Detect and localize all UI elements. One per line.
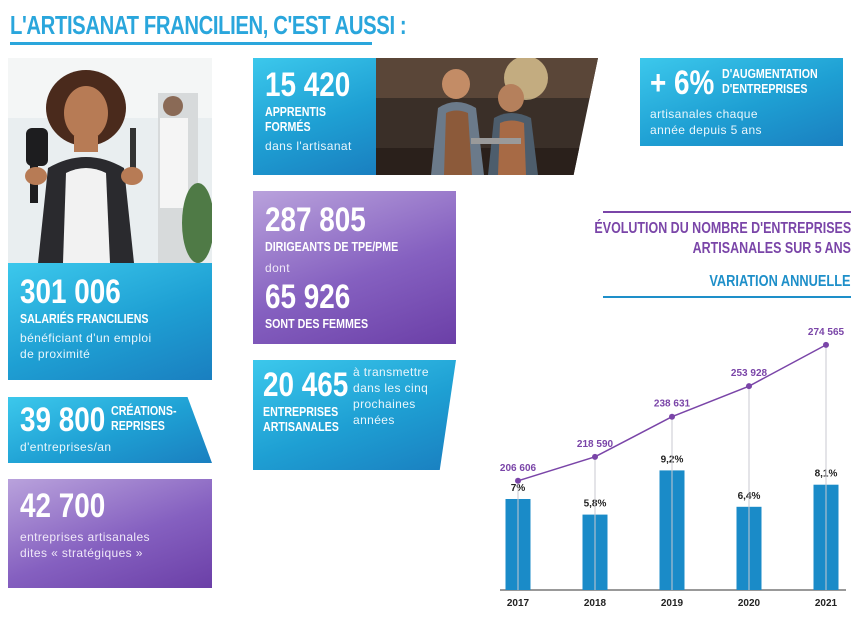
line-label: 238 631 xyxy=(654,399,691,410)
line-point xyxy=(823,341,829,348)
creations-card: 39 800 CRÉATIONS- REPRISES d'entreprises… xyxy=(8,397,212,463)
transmettre-value: 20 465 xyxy=(263,366,349,404)
transmettre-caption1: ENTREPRISES xyxy=(263,404,339,419)
dirigeants-value2: 65 926 xyxy=(265,278,351,316)
strategiques-value: 42 700 xyxy=(20,487,106,525)
salaries-caption: SALARIÉS FRANCILIENS xyxy=(20,311,149,326)
line-point xyxy=(746,383,752,390)
transmettre-line3: prochaines xyxy=(353,397,416,411)
salaries-value: 301 006 xyxy=(20,273,121,311)
salaries-line1: bénéficiant d'un emploi xyxy=(20,331,152,345)
apprentis-caption2: FORMÉS xyxy=(265,119,311,134)
workshop-photo xyxy=(376,58,598,175)
transmettre-line4: années xyxy=(353,413,395,427)
dirigeants-caption: DIRIGEANTS DE TPE/PME xyxy=(265,239,399,254)
apprentis-value: 15 420 xyxy=(265,66,351,104)
transmettre-card: 20 465 ENTREPRISES ARTISANALES à transme… xyxy=(253,360,456,470)
augmentation-card: + 6% D'AUGMENTATION D'ENTREPRISES artisa… xyxy=(640,58,843,146)
apprentis-caption1: APPRENTIS xyxy=(265,104,327,119)
dirigeants-card: 287 805 DIRIGEANTS DE TPE/PME dont 65 92… xyxy=(253,191,456,344)
line-label: 206 606 xyxy=(500,463,537,474)
creations-caption1: CRÉATIONS- xyxy=(111,403,177,418)
strategiques-line2: dites « stratégiques » xyxy=(20,546,143,560)
line-label: 274 565 xyxy=(808,327,845,338)
salaries-card: 301 006 SALARIÉS FRANCILIENS bénéficiant… xyxy=(8,263,212,380)
line-point xyxy=(592,453,598,460)
strategiques-card: 42 700 entreprises artisanales dites « s… xyxy=(8,479,212,588)
transmettre-caption2: ARTISANALES xyxy=(263,419,339,434)
dirigeants-value: 287 805 xyxy=(265,201,366,239)
chart-title-line1: ÉVOLUTION DU NOMBRE D'ENTREPRISES xyxy=(594,220,851,237)
dirigeants-caption2: SONT DES FEMMES xyxy=(265,316,369,331)
creations-line1: d'entreprises/an xyxy=(20,440,112,454)
x-tick-label: 2020 xyxy=(738,598,761,609)
dirigeants-dont: dont xyxy=(265,261,290,275)
page-title: L'ARTISANAT FRANCILIEN, C'EST AUSSI : xyxy=(10,10,407,40)
line-label: 253 928 xyxy=(731,368,768,379)
line-label: 218 590 xyxy=(577,439,614,450)
creations-value: 39 800 xyxy=(20,401,106,439)
chart-title-line2: ARTISANALES SUR 5 ANS xyxy=(692,240,851,257)
strategiques-line1: entreprises artisanales xyxy=(20,530,150,544)
augmentation-caption2: D'ENTREPRISES xyxy=(722,81,808,96)
augmentation-value: + 6% xyxy=(650,64,715,102)
variation-title-rule xyxy=(603,296,851,298)
salaries-line2: de proximité xyxy=(20,347,91,361)
creations-caption2: REPRISES xyxy=(111,418,165,433)
apprentis-card: 15 420 APPRENTIS FORMÉS dans l'artisanat xyxy=(253,58,376,175)
x-tick-label: 2018 xyxy=(584,598,607,609)
x-tick-label: 2021 xyxy=(815,598,838,609)
augmentation-line2: année depuis 5 ans xyxy=(650,123,762,137)
hairdresser-photo xyxy=(8,58,212,263)
chart: 7% 5,8% 9,2% 6,4% 8,1% 206 606 218 590 238 631 2… xyxy=(490,300,860,620)
chart-title-rule xyxy=(603,211,851,213)
transmettre-line2: dans les cinq xyxy=(353,381,429,395)
x-tick-label: 2019 xyxy=(661,598,684,609)
line-point xyxy=(515,477,521,484)
transmettre-line1: à transmettre xyxy=(353,365,429,379)
augmentation-line1: artisanales chaque xyxy=(650,107,758,121)
augmentation-caption1: D'AUGMENTATION xyxy=(722,66,818,81)
line-point xyxy=(669,413,675,420)
apprentis-line1: dans l'artisanat xyxy=(265,139,352,153)
x-tick-label: 2017 xyxy=(507,598,530,609)
variation-title: VARIATION ANNUELLE xyxy=(709,273,851,290)
title-underline xyxy=(10,42,372,45)
